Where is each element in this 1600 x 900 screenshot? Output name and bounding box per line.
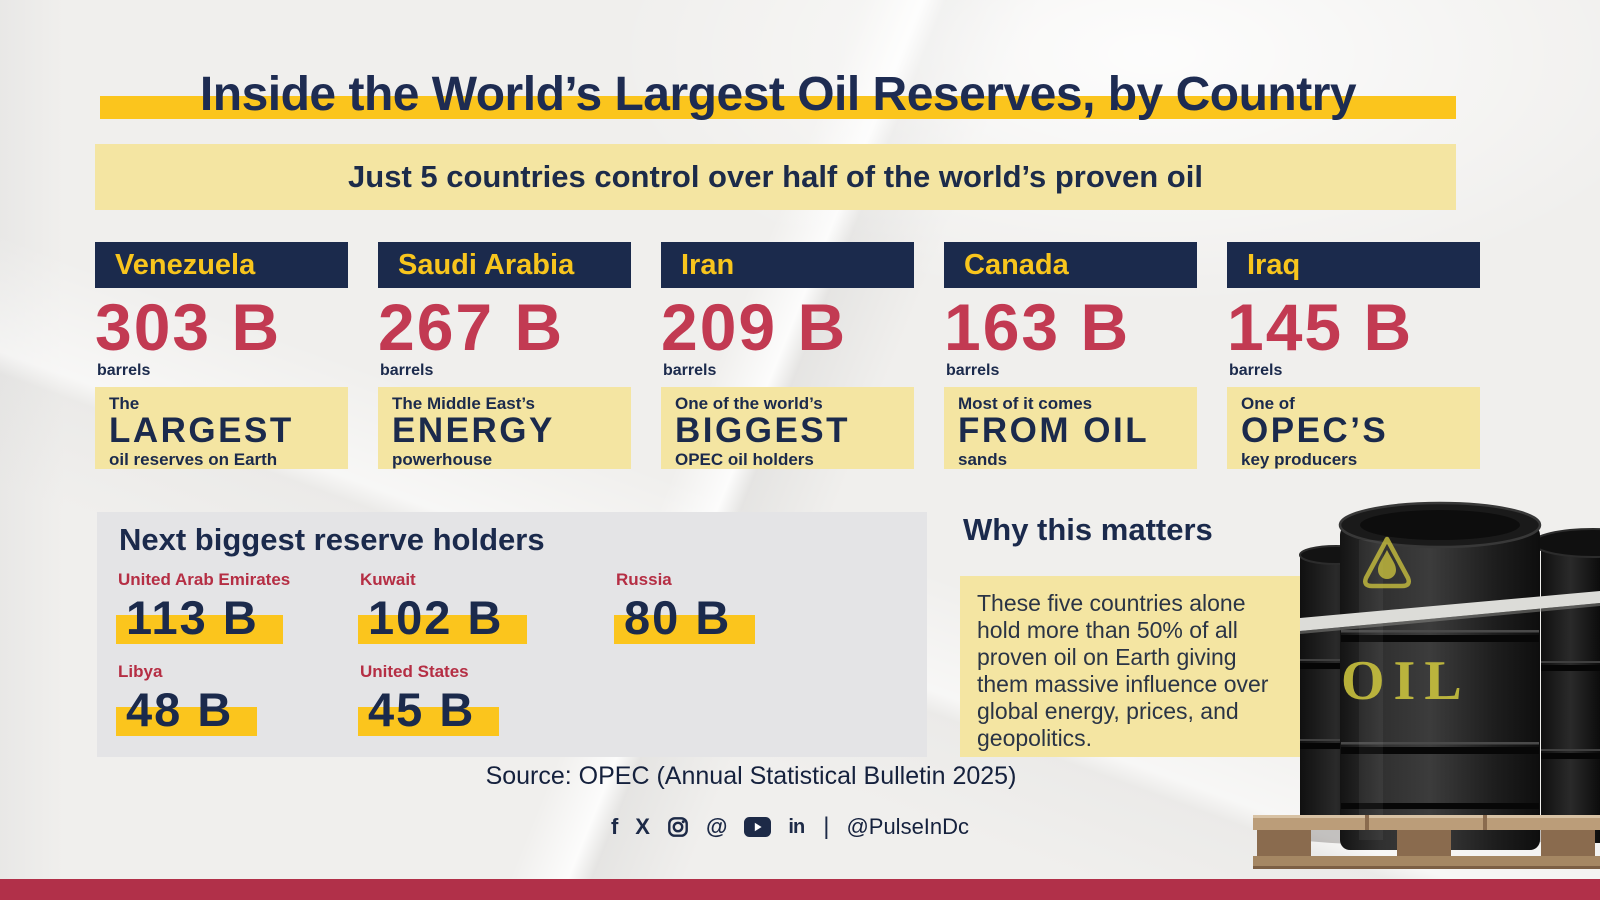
facebook-icon: f xyxy=(610,814,619,839)
card-country-name: Canada xyxy=(964,249,1069,281)
entry-value: 45 B xyxy=(358,686,500,736)
card-unit: barrels xyxy=(380,362,434,380)
entry-country: United States xyxy=(360,662,469,681)
linkedin-icon: in xyxy=(788,816,805,838)
card-header: Canada xyxy=(944,242,1197,288)
card-unit: barrels xyxy=(1229,362,1283,380)
card-unit: barrels xyxy=(946,362,1000,380)
card-value: 303 B xyxy=(95,290,282,364)
entry-value: 113 B xyxy=(116,594,283,644)
entry-highlight-bar xyxy=(116,707,258,736)
social-bar: f X @ in | @PulseInDc xyxy=(0,812,1580,842)
entry-country: Libya xyxy=(118,662,163,681)
reserve-entry-uae: United Arab Emirates 113 B xyxy=(116,570,291,644)
oil-barrel-label: OIL xyxy=(1341,650,1471,712)
page-title: Inside the World’s Largest Oil Reserves,… xyxy=(199,68,1357,121)
card-note: The Middle East’s ENERGY powerhouse xyxy=(378,387,631,470)
note-line-2: BIGGEST xyxy=(675,411,851,451)
note-line-2: FROM OIL xyxy=(958,411,1150,451)
why-section-title: Why this matters xyxy=(963,512,1213,547)
country-card-iran: Iran 209 B barrels One of the world’s BI… xyxy=(661,242,914,470)
card-header: Saudi Arabia xyxy=(378,242,631,288)
entry-highlight-bar xyxy=(614,615,756,644)
country-card-iraq: Iraq 145 B barrels One of OPEC’S key pro… xyxy=(1227,242,1480,470)
social-handle: @PulseInDc xyxy=(846,814,970,839)
entry-highlight-bar xyxy=(358,615,528,644)
note-line-1: Most of it comes xyxy=(958,394,1093,414)
bottom-red-bar xyxy=(0,879,1600,900)
note-line-2: ENERGY xyxy=(392,411,555,451)
card-unit: barrels xyxy=(97,362,151,380)
reserve-entry-kuwait: Kuwait 102 B xyxy=(358,570,528,644)
card-note: The LARGEST oil reserves on Earth xyxy=(95,387,348,470)
source-line: Source: OPEC (Annual Statistical Bulleti… xyxy=(485,762,1017,790)
next-holders-panel: Next biggest reserve holders United Arab… xyxy=(97,512,927,757)
card-header: Iraq xyxy=(1227,242,1480,288)
note-line-3: powerhouse xyxy=(392,450,493,470)
oil-drop-logo xyxy=(1363,536,1411,589)
note-line-3: key producers xyxy=(1241,450,1358,470)
card-header: Venezuela xyxy=(95,242,348,288)
oil-barrels-photo: OIL xyxy=(1253,501,1600,869)
card-country-name: Iraq xyxy=(1247,249,1301,281)
entry-country: United Arab Emirates xyxy=(118,570,291,589)
card-value: 163 B xyxy=(944,290,1131,364)
card-note: Most of it comes FROM OIL sands xyxy=(944,387,1197,470)
card-value: 209 B xyxy=(661,290,848,364)
entry-country: Kuwait xyxy=(360,570,416,589)
note-line-1: One of xyxy=(1241,394,1295,414)
note-line-1: One of the world’s xyxy=(675,394,823,414)
country-card-saudi-arabia: Saudi Arabia 267 B barrels The Middle Ea… xyxy=(378,242,631,470)
card-value: 145 B xyxy=(1227,290,1414,364)
entry-value: 80 B xyxy=(614,594,756,644)
barrel-strap-shadow xyxy=(1300,603,1600,634)
barrel-right xyxy=(1532,528,1600,843)
title-highlight-stripe xyxy=(100,96,1456,119)
card-value: 267 B xyxy=(378,290,565,364)
barrel-strap xyxy=(1300,591,1600,631)
youtube-icon xyxy=(744,815,772,839)
reserve-entry-united-states: United States 45 B xyxy=(358,662,500,736)
why-text-box: These five countries alone hold more tha… xyxy=(960,576,1303,757)
instagram-icon xyxy=(667,815,689,839)
note-line-1: The Middle East’s xyxy=(392,394,535,414)
note-line-2: LARGEST xyxy=(109,411,294,451)
x-icon: X xyxy=(635,814,650,839)
separator: | xyxy=(823,813,830,840)
card-unit: barrels xyxy=(663,362,717,380)
country-card-canada: Canada 163 B barrels Most of it comes FR… xyxy=(944,242,1197,470)
reserve-entry-russia: Russia 80 B xyxy=(614,570,756,644)
note-line-3: oil reserves on Earth xyxy=(109,450,278,470)
threads-icon: @ xyxy=(705,814,728,839)
card-header: Iran xyxy=(661,242,914,288)
note-line-2: OPEC’S xyxy=(1241,411,1389,451)
card-country-name: Saudi Arabia xyxy=(398,249,575,281)
subtitle-banner: Just 5 countries control over half of th… xyxy=(95,144,1456,210)
title-block: Inside the World’s Largest Oil Reserves,… xyxy=(100,66,1456,124)
entry-value: 102 B xyxy=(358,594,528,644)
entry-highlight-bar xyxy=(358,707,500,736)
card-country-name: Iran xyxy=(681,249,735,281)
next-holders-title: Next biggest reserve holders xyxy=(119,522,545,557)
why-text: These five countries alone hold more tha… xyxy=(977,590,1269,751)
country-card-venezuela: Venezuela 303 B barrels The LARGEST oil … xyxy=(95,242,348,470)
note-line-3: OPEC oil holders xyxy=(675,450,814,470)
note-line-1: The xyxy=(109,394,140,414)
card-note: One of the world’s BIGGEST OPEC oil hold… xyxy=(661,387,914,470)
note-line-3: sands xyxy=(958,450,1008,470)
reserve-entry-libya: Libya 48 B xyxy=(116,662,258,736)
entry-country: Russia xyxy=(616,570,672,589)
wooden-pallet xyxy=(1253,815,1600,869)
card-note: One of OPEC’S key producers xyxy=(1227,387,1480,470)
entry-value: 48 B xyxy=(116,686,258,736)
entry-highlight-bar xyxy=(116,615,283,644)
card-country-name: Venezuela xyxy=(115,249,256,281)
